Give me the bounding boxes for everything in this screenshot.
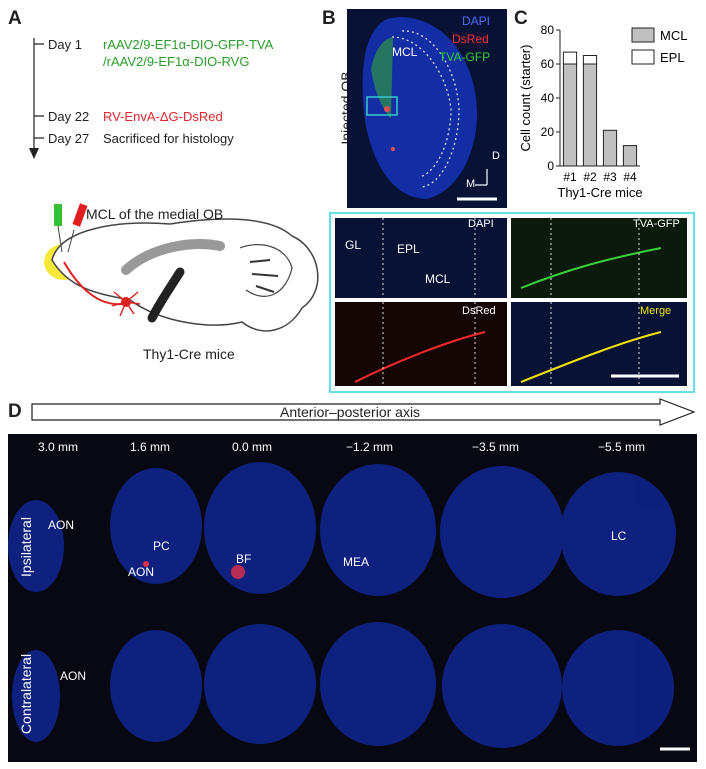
zoom-gfp-label: TVA-GFP — [633, 218, 680, 230]
x-tick-label: #1 — [563, 170, 577, 184]
legend-label-mcl: MCL — [660, 28, 687, 43]
day22-label: Day 22 — [48, 109, 90, 124]
b-dapi-label: DAPI — [462, 14, 491, 28]
ap-pos-6: −5.5 mm — [598, 440, 646, 454]
bar-epl — [582, 55, 598, 65]
injection-site-label: MCL of the medial OB — [86, 206, 224, 222]
region-aon-contra: AON — [60, 669, 87, 683]
y-tick-label: 40 — [541, 91, 555, 105]
ap-pos-4: −1.2 mm — [346, 440, 394, 454]
ap-pos-3: 0.0 mm — [232, 440, 273, 454]
x-tick-label: #2 — [583, 170, 597, 184]
brain-schematic — [44, 203, 319, 332]
ap-pos-5: −3.5 mm — [472, 440, 520, 454]
y-tick-label: 0 — [547, 159, 554, 173]
x-tick-label: #3 — [603, 170, 617, 184]
bar-mcl — [562, 63, 578, 167]
region-aon: AON — [48, 518, 75, 532]
section-panel — [8, 434, 697, 762]
mice-label: Thy1-Cre mice — [143, 346, 235, 362]
region-pc: PC — [153, 539, 170, 553]
y-tick-label: 60 — [541, 57, 555, 71]
zoom-mcl-label: MCL — [425, 272, 451, 286]
timeline-axis — [29, 38, 44, 159]
ap-pos-2: 1.6 mm — [130, 440, 171, 454]
legend-swatch-epl — [631, 49, 655, 65]
panel-label-b: B — [322, 8, 336, 29]
b-dsred-label: DsRed — [452, 32, 489, 46]
panel-label-d: D — [8, 401, 22, 422]
y-tick-label: 80 — [541, 24, 555, 37]
b-mcl-label: MCL — [392, 45, 418, 59]
zoom-dapi-tile — [335, 218, 507, 298]
zoom-epl-label: EPL — [397, 242, 420, 256]
bar-mcl — [622, 145, 638, 167]
rv-label: RV-EnvA-ΔG-DsRed — [103, 109, 223, 124]
zoom-gl-label: GL — [345, 238, 362, 252]
row-ipsilateral-label: Ipsilateral — [18, 517, 34, 577]
bar-mcl — [602, 129, 618, 167]
starter-cell-chart: 0 20 40 60 80 Cell count (starter) #1 #2 #3 #4Thy… — [518, 24, 687, 200]
virus2-label: /rAAV2/9-EF1α-DIO-RVG — [103, 54, 250, 69]
day1-label: Day 1 — [48, 37, 82, 52]
panel-label-a: A — [8, 8, 22, 29]
zoom-dsred-label: DsRed — [462, 305, 496, 317]
panel-label-c: C — [514, 8, 528, 29]
y-axis-title: Cell count (starter) — [518, 45, 533, 152]
b-gfp-label: TVA-GFP — [439, 50, 491, 64]
sacrifice-label: Sacrificed for histology — [103, 131, 234, 146]
ob-micrograph — [347, 9, 507, 208]
ap-axis-label: Anterior–posterior axis — [280, 404, 421, 420]
x-axis-title: Thy1-Cre mice — [557, 185, 642, 200]
virus1-label: rAAV2/9-EF1α-DIO-GFP-TVA — [103, 37, 274, 52]
b-d-label: D — [492, 150, 500, 162]
day27-label: Day 27 — [48, 131, 90, 146]
bar-epl — [562, 51, 578, 65]
ap-axis-arrow — [31, 398, 696, 426]
zoom-frame — [329, 212, 695, 393]
zoom-dsred-tile — [335, 302, 507, 386]
zoom-merge-tile — [511, 302, 687, 386]
region-aon-2: AON — [128, 565, 155, 579]
zoom-dapi-label: DAPI — [468, 218, 494, 230]
zoom-gfp-tile — [511, 218, 687, 298]
zoom-merge-label: Merge — [640, 305, 672, 317]
ap-pos-1: 3.0 mm — [38, 440, 79, 454]
region-mea: MEA — [343, 555, 370, 569]
x-tick-label: #4 — [623, 170, 637, 184]
bar-mcl — [582, 63, 598, 167]
legend-label-epl: EPL — [660, 50, 685, 65]
legend-swatch-mcl — [631, 27, 655, 43]
y-tick-label: 20 — [541, 125, 555, 139]
row-contralateral-label: Contralateral — [18, 653, 34, 735]
b-m-label: M — [466, 178, 476, 190]
region-bf: BF — [236, 552, 252, 566]
region-lc: LC — [611, 529, 627, 543]
